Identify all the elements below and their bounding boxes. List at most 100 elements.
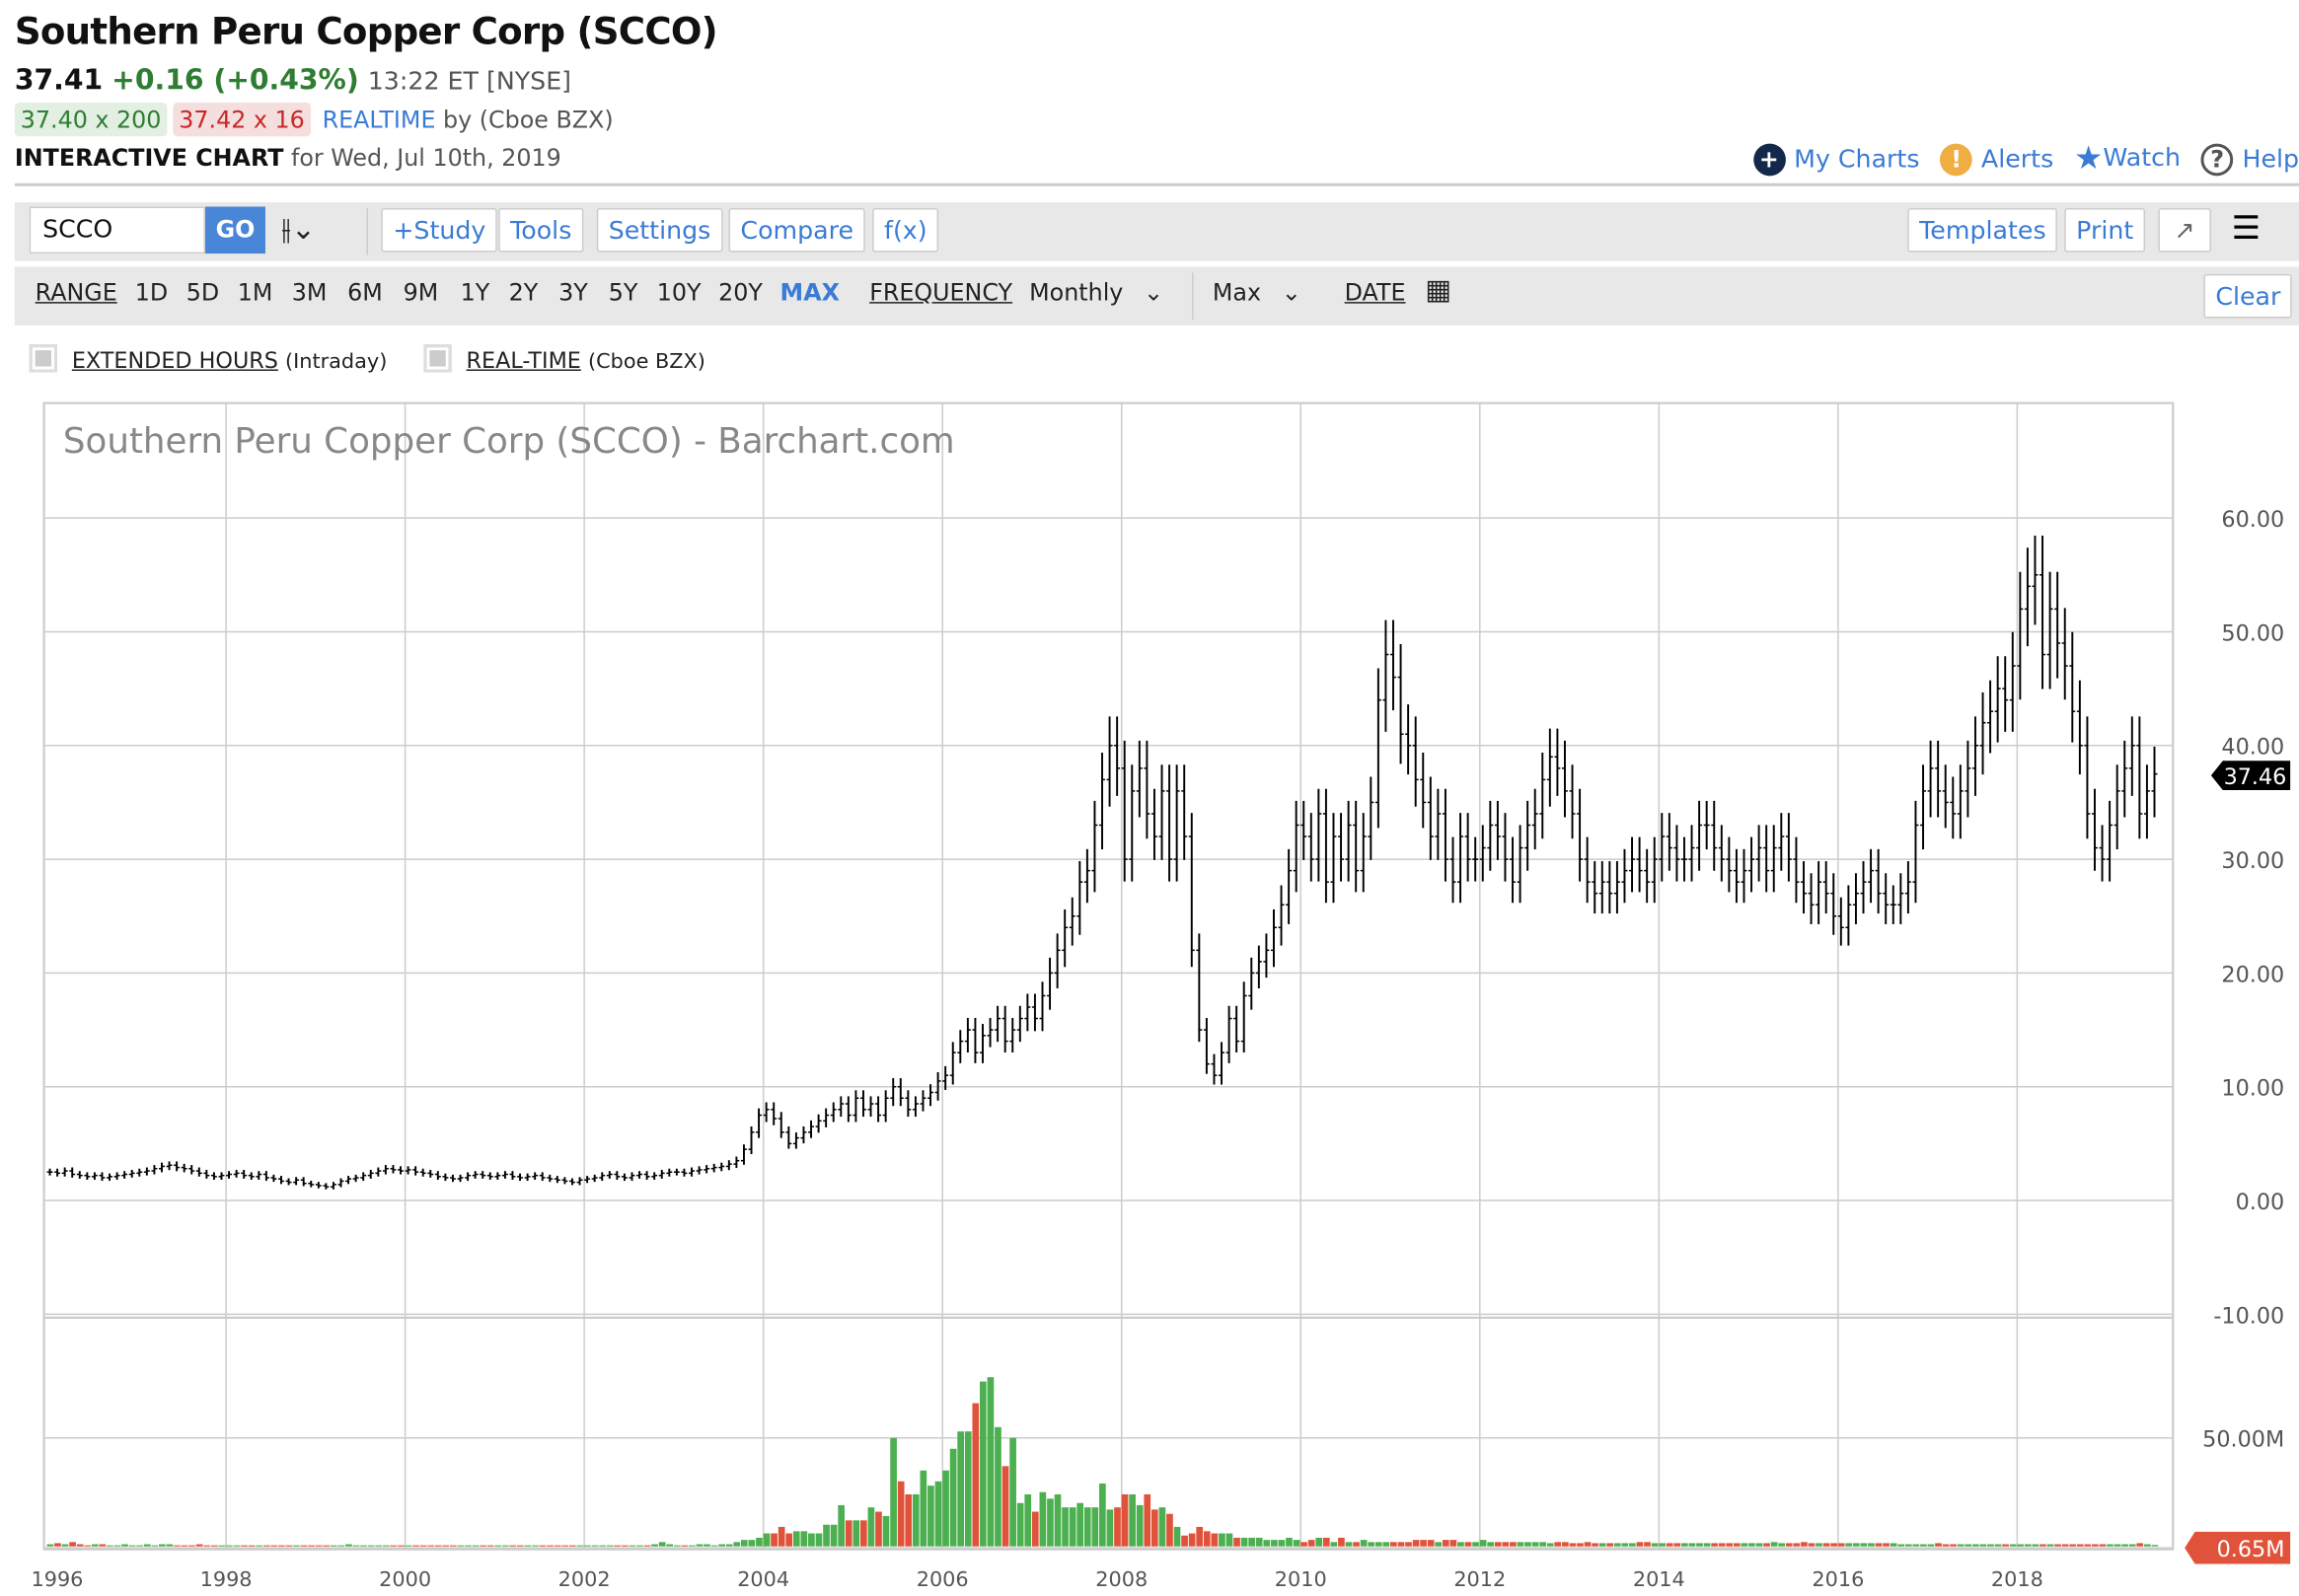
volume-bar: [1047, 1498, 1054, 1547]
volume-bar: [1606, 1543, 1614, 1547]
chart-title: Southern Peru Copper Corp (SCCO) - Barch…: [63, 421, 955, 462]
extended-hours-option[interactable]: EXTENDED HOURS (Intraday): [29, 344, 387, 374]
watch-label: Watch: [2103, 143, 2182, 174]
volume-bar: [1510, 1542, 1517, 1547]
symbol-input[interactable]: SCCO: [29, 206, 206, 254]
period-select[interactable]: Max ⌄: [1213, 278, 1301, 306]
calendar-icon[interactable]: ▦: [1425, 273, 1452, 307]
realtime-option[interactable]: REAL-TIME (Cboe BZX): [423, 344, 705, 374]
alerts-link[interactable]: ! Alerts: [1940, 142, 2053, 176]
price-line: 37.41 +0.16 (+0.43%) 13:22 ET [NYSE]: [15, 64, 571, 97]
volume-bar: [1315, 1537, 1323, 1547]
volume-bar: [1822, 1543, 1830, 1547]
my-charts-label: My Charts: [1794, 144, 1920, 175]
volume-bar: [99, 1544, 107, 1547]
y-tick-label: 40.00: [2221, 735, 2284, 761]
x-tick-label: 2012: [1453, 1567, 1506, 1591]
volume-bar: [2002, 1544, 2009, 1547]
volume-bar: [1673, 1543, 1681, 1547]
volume-bar: [1487, 1542, 1495, 1547]
compare-button[interactable]: Compare: [728, 208, 865, 253]
quote-time: 13:22 ET [NYSE]: [367, 67, 572, 98]
volume-bar: [2084, 1544, 2092, 1547]
volume-bar: [1651, 1543, 1659, 1547]
y-tick-label: 10.00: [2221, 1076, 2284, 1102]
volume-bar: [174, 1545, 181, 1547]
volume-bar: [1711, 1543, 1718, 1547]
range-20y[interactable]: 20Y: [718, 278, 763, 307]
clear-button[interactable]: Clear: [2203, 273, 2293, 319]
x-tick-label: 2014: [1633, 1567, 1685, 1591]
frequency-select[interactable]: Monthly ⌄: [1029, 278, 1163, 306]
watch-link[interactable]: ★Watch: [2074, 141, 2181, 178]
volume-bar: [2054, 1544, 2061, 1547]
volume-bar: [517, 1545, 524, 1547]
my-charts-link[interactable]: + My Charts: [1752, 142, 1920, 176]
volume-bar: [323, 1545, 331, 1547]
volume-bar: [159, 1544, 166, 1547]
volume-bar: [614, 1545, 622, 1547]
bid: 37.40 x 200: [14, 103, 168, 137]
volume-bar: [360, 1545, 367, 1547]
volume-bar: [1629, 1543, 1636, 1547]
volume-bar: [486, 1545, 494, 1547]
volume-bar: [419, 1545, 427, 1547]
volume-bar: [1942, 1544, 1950, 1547]
volume-bar: [1957, 1544, 1965, 1547]
help-link[interactable]: ? Help: [2200, 142, 2299, 176]
range-6m[interactable]: 6M: [347, 278, 383, 307]
templates-button[interactable]: Templates: [1907, 208, 2058, 253]
volume-bar: [434, 1545, 442, 1547]
go-button[interactable]: GO: [205, 206, 265, 254]
volume-bar: [84, 1545, 92, 1547]
volume-bar: [606, 1545, 614, 1547]
realtime-checkbox[interactable]: [423, 344, 452, 373]
volume-bar: [181, 1545, 188, 1547]
volume-bar: [1935, 1543, 1942, 1547]
settings-button[interactable]: Settings: [596, 208, 723, 253]
volume-bar: [785, 1533, 793, 1547]
volume-bar: [1091, 1507, 1099, 1547]
volume-bar: [308, 1545, 315, 1547]
volume-bar: [666, 1544, 674, 1547]
volume-bar: [465, 1545, 472, 1547]
study-button[interactable]: +Study: [381, 208, 498, 253]
volume-bar: [689, 1545, 696, 1547]
volume-bar: [203, 1545, 211, 1547]
fx-button[interactable]: f(x): [872, 208, 939, 253]
expand-icon[interactable]: ↗: [2158, 208, 2211, 253]
range-1d[interactable]: 1D: [134, 278, 169, 307]
volume-bar: [2128, 1544, 2136, 1547]
volume-bar: [285, 1545, 293, 1547]
y-tick-label: 60.00: [2221, 507, 2284, 533]
print-button[interactable]: Print: [2064, 208, 2146, 253]
volume-bar: [756, 1537, 763, 1547]
volume-bar: [1868, 1543, 1875, 1547]
tools-button[interactable]: Tools: [498, 208, 584, 253]
volume-bar: [1412, 1540, 1420, 1547]
extended-hours-checkbox[interactable]: [29, 344, 57, 373]
range-5d[interactable]: 5D: [185, 278, 220, 307]
range-3y[interactable]: 3Y: [558, 278, 588, 307]
range-3m[interactable]: 3M: [291, 278, 328, 307]
volume-bar: [1546, 1543, 1554, 1547]
menu-icon[interactable]: ☰: [2231, 210, 2262, 249]
range-max[interactable]: MAX: [779, 278, 840, 307]
volume-bar: [1726, 1543, 1734, 1547]
range-9m[interactable]: 9M: [403, 278, 439, 307]
volume-bar: [480, 1545, 486, 1547]
range-5y[interactable]: 5Y: [608, 278, 638, 307]
page-title: Southern Peru Copper Corp (SCCO): [14, 10, 718, 53]
range-2y[interactable]: 2Y: [508, 278, 539, 307]
realtime-link[interactable]: REALTIME: [322, 105, 436, 134]
chart-type-icon[interactable]: ⫲⌄: [281, 210, 316, 247]
range-1y[interactable]: 1Y: [460, 278, 490, 307]
volume-bar: [69, 1542, 76, 1547]
volume-bar: [128, 1545, 136, 1547]
volume-bar: [1338, 1537, 1345, 1547]
range-1m[interactable]: 1M: [237, 278, 273, 307]
volume-bar: [771, 1533, 778, 1547]
volume-bar: [2069, 1544, 2076, 1547]
range-10y[interactable]: 10Y: [656, 278, 702, 307]
